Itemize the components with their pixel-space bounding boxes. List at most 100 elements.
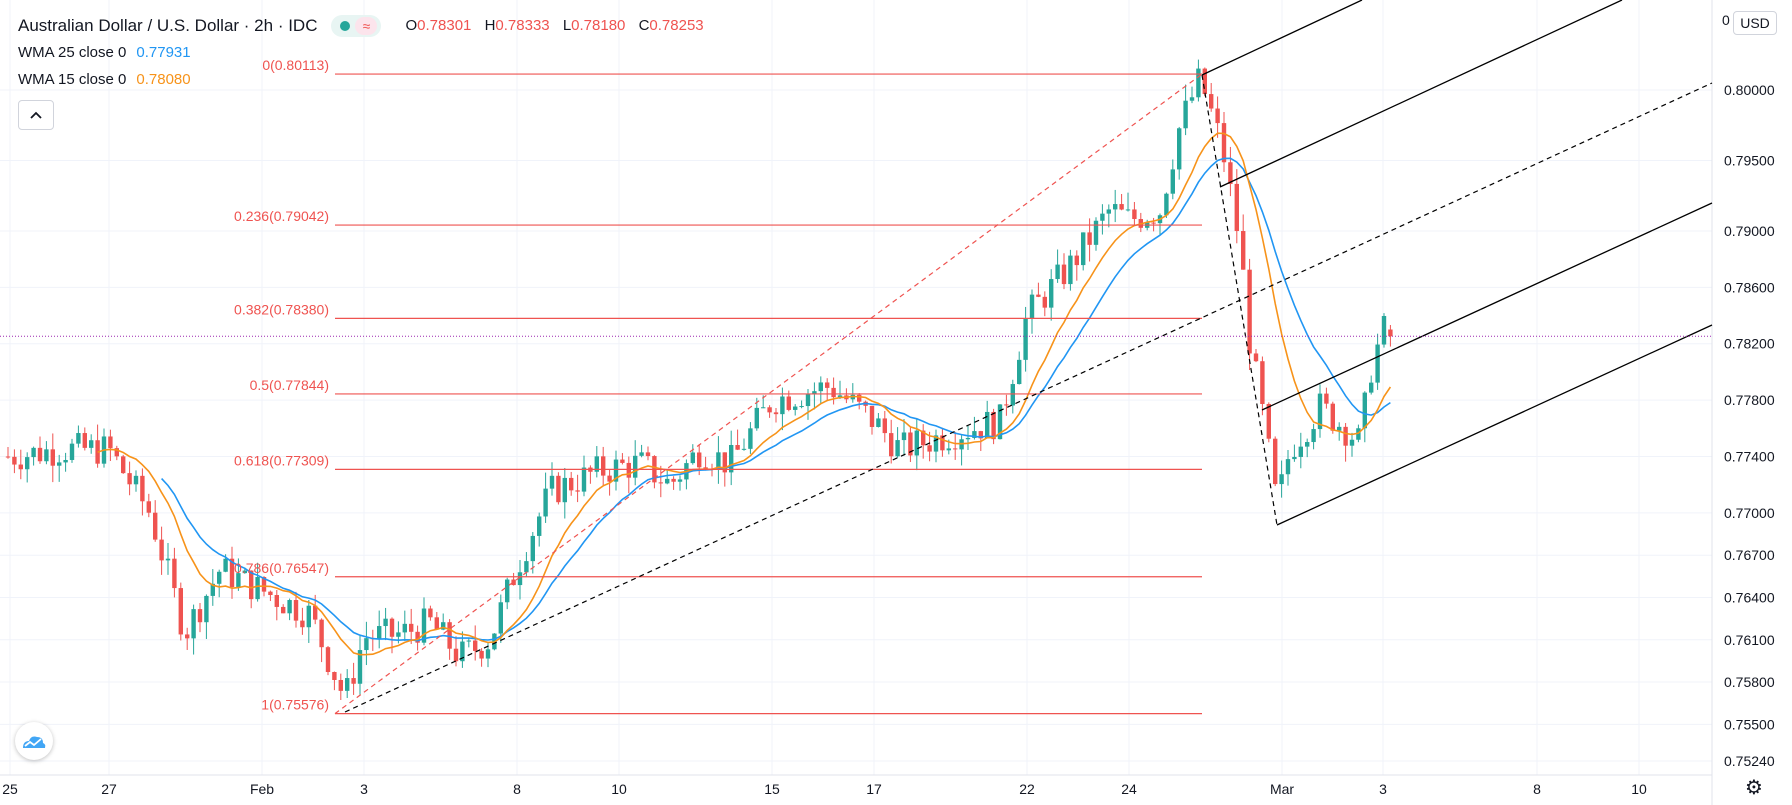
candle-body	[1093, 220, 1099, 245]
candle-body	[1177, 128, 1182, 170]
candle-body	[549, 475, 555, 489]
candle-body	[1036, 294, 1041, 297]
candle-body	[409, 623, 414, 632]
fib-level-label: 0.236(0.79042)	[234, 208, 329, 224]
candle-body	[997, 404, 1003, 440]
y-tick-label: 0.79000	[1724, 223, 1775, 239]
indicator-wma25[interactable]: WMA 25 close 0 0.77931	[18, 39, 713, 66]
candle-body	[236, 573, 241, 588]
candle-body	[261, 577, 267, 592]
candle-body	[447, 622, 452, 649]
candle-body	[1330, 403, 1335, 431]
candle-body	[268, 591, 273, 596]
candle-body	[569, 477, 574, 491]
candle-body	[217, 571, 222, 584]
candle-body	[1074, 255, 1079, 266]
candle-body	[255, 577, 260, 600]
candle-body	[249, 570, 254, 600]
candle-body	[626, 462, 631, 478]
candle-body	[31, 447, 36, 458]
currency-button[interactable]: USD	[1733, 11, 1777, 35]
candle-body	[178, 588, 183, 635]
candle-body	[741, 448, 747, 450]
market-status-badge[interactable]: ≈	[331, 14, 382, 37]
candle-body	[517, 572, 523, 586]
candle-body	[895, 440, 900, 457]
candle-body	[127, 473, 132, 485]
candle-body	[223, 558, 228, 572]
candle-body	[901, 432, 907, 441]
candle-body	[364, 638, 369, 651]
ohlc-open-value: 0.78301	[417, 17, 472, 34]
candle-body	[185, 634, 190, 639]
fib-level-label: 0.382(0.78380)	[234, 301, 329, 317]
x-tick-label: 15	[764, 781, 780, 797]
ohlc-close-value: 0.78253	[649, 17, 704, 34]
pitchfork-handle	[1201, 74, 1278, 526]
candle-body	[1292, 456, 1297, 460]
chart-settings-button[interactable]: ⚙	[1742, 776, 1766, 800]
symbol-title[interactable]: Australian Dollar / U.S. Dollar · 2h · I…	[18, 15, 318, 35]
x-tick-label: 10	[1631, 781, 1647, 797]
candle-body	[703, 467, 708, 469]
candle-body	[921, 430, 926, 446]
candle-body	[37, 447, 43, 462]
candle-body	[281, 606, 286, 614]
candle-body	[825, 382, 830, 388]
candle-body	[799, 406, 804, 408]
wma25-line	[161, 157, 1391, 642]
candle-body	[287, 600, 292, 614]
candle-body	[511, 579, 516, 586]
collapse-legend-button[interactable]	[18, 100, 54, 130]
candle-body	[1375, 344, 1380, 383]
candle-body	[607, 475, 612, 482]
candle-body	[140, 475, 145, 502]
candle-body	[338, 679, 343, 691]
candle-body	[389, 618, 395, 637]
candle-body	[978, 431, 983, 439]
candle-body	[645, 452, 651, 457]
candle-body	[313, 605, 318, 620]
tradingview-logo[interactable]	[15, 722, 53, 760]
candle-body	[1061, 264, 1067, 285]
candle-body	[25, 457, 30, 470]
candle-body	[1081, 232, 1086, 266]
candle-body	[876, 418, 881, 427]
candle-body	[940, 435, 945, 451]
candle-body	[57, 462, 62, 466]
candle-body	[1273, 438, 1278, 485]
x-tick-label: Mar	[1270, 781, 1294, 797]
candle-body	[735, 445, 740, 450]
candle-body	[543, 488, 548, 517]
candle-body	[1151, 222, 1156, 224]
ohlc-values: O0.78301 H0.78333 L0.78180 C0.78253	[405, 17, 712, 34]
candle-body	[1202, 68, 1207, 95]
x-tick-label: 8	[513, 781, 521, 797]
candle-body	[1266, 403, 1271, 439]
candle-body	[44, 449, 49, 462]
pitchfork-median-line	[344, 82, 1713, 713]
candle-body	[882, 418, 887, 434]
candle-body	[837, 395, 843, 398]
candle-body	[165, 558, 171, 561]
y-tick-label: 0.78600	[1724, 279, 1775, 295]
tradingview-cloud-icon	[23, 736, 46, 748]
candle-body	[191, 609, 196, 639]
candle-body	[1381, 315, 1387, 345]
candle-body	[415, 631, 420, 643]
candle-body	[556, 475, 561, 503]
y-tick-label: 0.79500	[1724, 152, 1775, 168]
candle-body	[991, 411, 996, 440]
candle-body	[1215, 108, 1220, 124]
candle-body	[793, 406, 798, 410]
x-tick-label: 3	[360, 781, 368, 797]
indicator-wma15[interactable]: WMA 15 close 0 0.78080	[18, 66, 713, 93]
candle-body	[5, 456, 11, 458]
candle-body	[63, 459, 68, 463]
candle-body	[332, 672, 337, 680]
candle-body	[671, 478, 676, 482]
candle-body	[485, 649, 491, 659]
candle-body	[633, 455, 638, 478]
candle-body	[434, 617, 439, 630]
